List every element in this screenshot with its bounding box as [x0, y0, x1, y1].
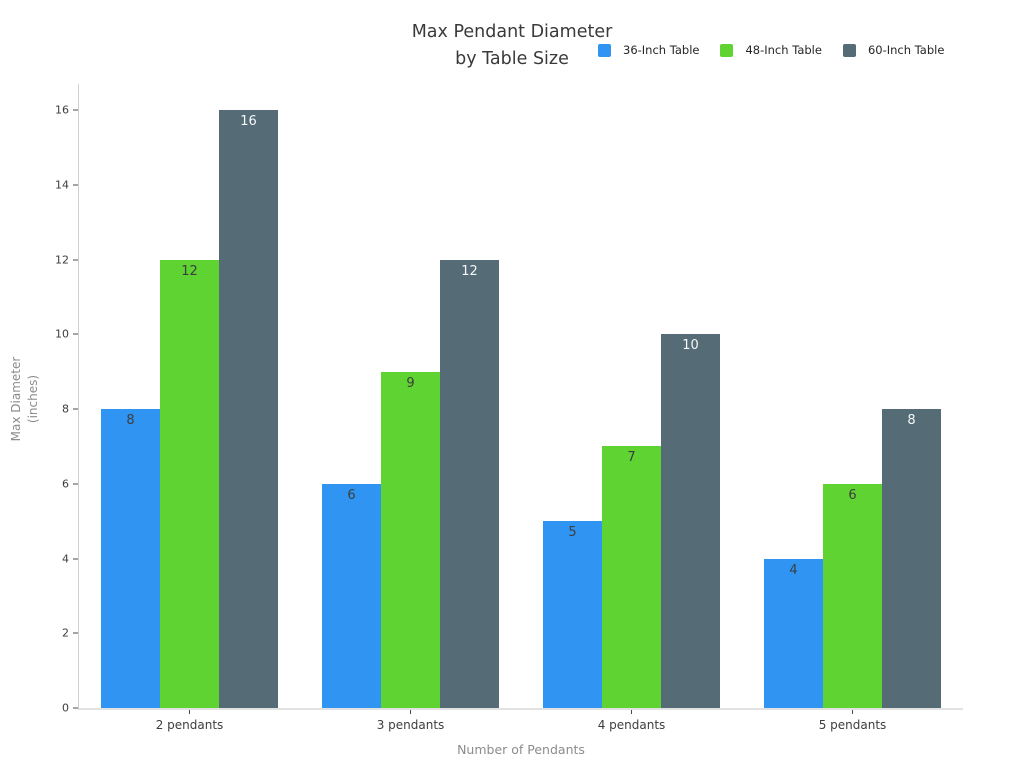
y-tick-label: 6 — [62, 477, 69, 491]
bar: 4 — [764, 558, 823, 708]
x-axis-title: Number of Pendants — [457, 742, 585, 757]
y-tick: 4 — [62, 552, 79, 565]
bar: 9 — [381, 371, 440, 708]
legend-swatch — [842, 43, 856, 57]
bar: 8 — [882, 409, 941, 708]
y-tick-label: 10 — [55, 327, 69, 341]
y-axis-title: Max Diameter (inches) — [8, 357, 42, 442]
legend-swatch — [598, 43, 611, 57]
y-tick-label: 12 — [55, 253, 69, 267]
bar-value-label: 4 — [789, 562, 798, 578]
plot-area: 0 2 4 6 8 10 12 14 16 8 12 16 6 9 12 5 7 10 4 6 8 — [55, 84, 963, 715]
y-tick: 8 — [62, 403, 79, 416]
y-axis-title-line2: (inches) — [26, 374, 40, 424]
legend-swatch — [720, 43, 734, 57]
y-tick-mark — [73, 408, 78, 410]
y-tick: 2 — [62, 627, 79, 640]
y-tick-label: 2 — [62, 626, 69, 640]
y-tick-mark — [73, 259, 78, 261]
bar-group: 4 6 8 — [742, 84, 963, 708]
bar: 12 — [160, 259, 219, 708]
bar: 6 — [823, 483, 882, 708]
bar: 6 — [322, 483, 381, 708]
x-tick-mark — [410, 710, 411, 714]
legend-item: 36-Inch Table — [598, 43, 699, 57]
y-tick-mark — [73, 558, 78, 560]
y-tick: 14 — [55, 178, 79, 191]
legend: 36-Inch Table 48-Inch Table 60-Inch Table — [598, 43, 965, 57]
y-tick: 12 — [55, 253, 79, 266]
y-tick-label: 4 — [62, 552, 69, 566]
y-tick: 0 — [62, 702, 79, 715]
x-axis-ticks: 2 pendants 3 pendants 4 pendants 5 pendants — [79, 710, 963, 732]
x-tick: 4 pendants — [521, 710, 742, 732]
y-tick-mark — [73, 109, 78, 111]
bar-group: 5 7 10 — [521, 84, 742, 708]
x-tick: 3 pendants — [300, 710, 521, 732]
y-tick: 6 — [62, 477, 79, 490]
bar-value-label: 5 — [568, 525, 577, 541]
x-tick-label: 5 pendants — [818, 718, 887, 732]
legend-item: 60-Inch Table — [842, 43, 945, 57]
y-tick-label: 8 — [62, 402, 69, 416]
bar-value-label: 6 — [347, 487, 356, 503]
y-tick-mark — [73, 707, 78, 709]
bar: 12 — [440, 259, 499, 708]
x-tick-label: 4 pendants — [597, 718, 666, 732]
chart-title-line1: Max Pendant Diameter — [411, 22, 613, 42]
bar-value-label: 16 — [240, 114, 257, 130]
bar-value-label: 12 — [181, 263, 198, 279]
x-tick-label: 3 pendants — [376, 718, 445, 732]
y-axis-title-line1: Max Diameter — [9, 356, 23, 442]
x-tick-label: 2 pendants — [155, 718, 224, 732]
y-tick-mark — [73, 184, 78, 186]
bar-value-label: 12 — [461, 263, 478, 279]
x-tick: 5 pendants — [742, 710, 963, 732]
bar-groups: 8 12 16 6 9 12 5 7 10 4 6 8 — [79, 84, 963, 708]
bar: 7 — [602, 446, 661, 708]
bar: 10 — [661, 334, 720, 708]
bar: 8 — [101, 409, 160, 708]
y-tick-label: 14 — [55, 178, 69, 192]
chart-title-line2: by Table Size — [455, 49, 569, 69]
x-tick-mark — [852, 710, 853, 714]
bar-group: 8 12 16 — [79, 84, 300, 708]
y-tick: 10 — [55, 328, 79, 341]
y-tick-label: 0 — [62, 701, 69, 715]
legend-item: 48-Inch Table — [720, 43, 822, 57]
bar-value-label: 10 — [682, 338, 699, 354]
bar-value-label: 6 — [848, 487, 857, 503]
y-tick-label: 16 — [55, 103, 69, 117]
bar-value-label: 8 — [126, 413, 135, 429]
bar: 16 — [219, 110, 278, 708]
bar-group: 6 9 12 — [300, 84, 521, 708]
legend-label: 36-Inch Table — [623, 43, 700, 57]
bar: 5 — [543, 521, 602, 708]
x-tick: 2 pendants — [79, 710, 300, 732]
bar-value-label: 9 — [406, 375, 415, 391]
y-tick-mark — [73, 483, 78, 485]
legend-label: 60-Inch Table — [867, 43, 945, 57]
y-tick-mark — [73, 333, 78, 335]
x-tick-mark — [189, 710, 190, 714]
y-tick: 16 — [55, 104, 79, 117]
legend-label: 48-Inch Table — [745, 43, 822, 57]
y-tick-mark — [73, 632, 78, 634]
bar-value-label: 7 — [627, 450, 636, 466]
x-tick-mark — [631, 710, 632, 714]
bar-value-label: 8 — [907, 413, 916, 429]
chart-title: Max Pendant Diameter by Table Size — [0, 19, 1024, 73]
